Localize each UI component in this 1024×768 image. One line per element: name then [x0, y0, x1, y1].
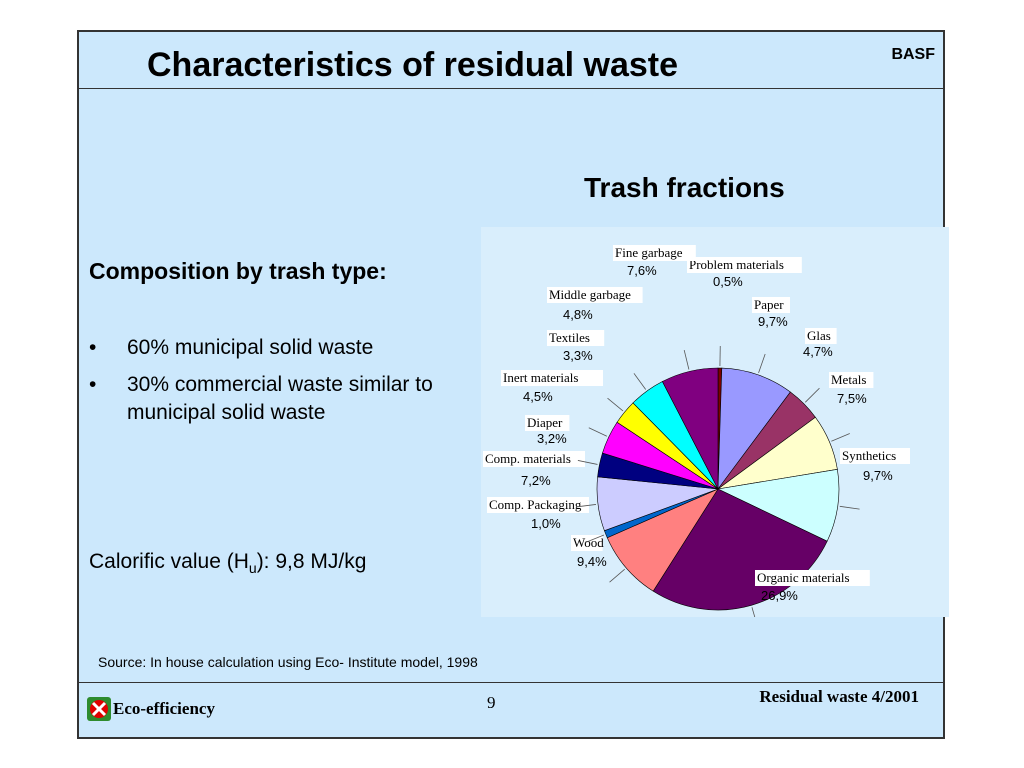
- slide-title: Characteristics of residual waste: [147, 46, 679, 84]
- slice-value-label: 4,5%: [523, 389, 553, 404]
- slice-name-label: Fine garbage: [615, 245, 683, 260]
- slice-value-label: 3,2%: [537, 431, 567, 446]
- title-bar: Characteristics of residual waste BASF: [79, 32, 943, 89]
- bullet-item: • 60% municipal solid waste: [89, 334, 509, 362]
- bullet-text: 30% commercial waste similar to municipa…: [127, 373, 433, 424]
- slice-value-label: 4,7%: [803, 344, 833, 359]
- calorific-suffix: ): 9,8 MJ/kg: [256, 550, 367, 573]
- calorific-subscript: u: [248, 560, 257, 577]
- footer-document-label: Residual waste 4/2001: [759, 687, 919, 706]
- slice-label-background: [805, 328, 837, 344]
- slice-label-background: [613, 245, 696, 261]
- leader-line: [831, 433, 850, 442]
- slice-value-label: 9,7%: [863, 468, 893, 483]
- slice-name-label: Comp. materials: [485, 451, 571, 466]
- leader-line: [609, 568, 625, 583]
- leader-line: [607, 397, 624, 412]
- slice-value-label: 9,4%: [577, 554, 607, 569]
- slice-name-label: Textiles: [549, 330, 590, 345]
- slice-label-background: [687, 257, 802, 273]
- slice-name-label: Diaper: [527, 415, 563, 430]
- leader-line: [758, 353, 766, 374]
- slice-value-label: 26,9%: [761, 588, 798, 603]
- slice-name-label: Inert materials: [503, 370, 578, 385]
- slice-label-background: [487, 497, 589, 513]
- slice-value-label: 1,0%: [531, 516, 561, 531]
- bullet-dot: •: [89, 373, 97, 396]
- slice-label-background: [501, 370, 603, 386]
- slice-name-label: Wood: [573, 535, 604, 550]
- slice-name-label: Middle garbage: [549, 287, 631, 302]
- slice-label-background: [547, 287, 643, 303]
- leader-line: [804, 387, 820, 403]
- leader-line: [577, 460, 598, 465]
- slice-name-label: Problem materials: [689, 257, 784, 272]
- slice-label-background: [752, 297, 790, 313]
- footer: Eco-efficiency 9 Residual waste 4/2001: [79, 682, 943, 737]
- source-note: Source: In house calculation using Eco- …: [98, 654, 478, 670]
- bullet-item: • 30% commercial waste similar to munici…: [89, 371, 509, 427]
- leader-line: [585, 534, 605, 543]
- eco-efficiency-label: Eco-efficiency: [113, 699, 215, 718]
- slice-label-background: [829, 372, 874, 388]
- leader-line: [751, 607, 756, 617]
- bullet-dot: •: [89, 336, 97, 359]
- leader-line: [839, 505, 860, 510]
- chart-title: Trash fractions: [584, 172, 785, 203]
- slice-value-label: 9,7%: [758, 314, 788, 329]
- pie-slice: [661, 367, 719, 490]
- bullet-text: 60% municipal solid waste: [127, 336, 374, 359]
- calorific-prefix: Calorific value (H: [89, 550, 249, 573]
- basf-logo: BASF: [891, 46, 935, 63]
- slice-value-label: 0,5%: [713, 274, 743, 289]
- slide: Characteristics of residual waste BASF T…: [77, 30, 949, 739]
- slice-name-label: Paper: [754, 297, 784, 312]
- leader-line: [576, 504, 597, 508]
- pie-slice: [717, 468, 840, 542]
- slice-label-background: [755, 570, 870, 586]
- slice-value-label: 3,3%: [563, 348, 593, 363]
- slice-name-label: Organic materials: [757, 570, 850, 585]
- leader-line: [588, 427, 608, 437]
- calorific-value: Calorific value (Hu): 9,8 MJ/kg: [89, 550, 366, 576]
- pie-slice: [717, 367, 791, 490]
- slice-label-background: [483, 451, 585, 467]
- leader-line: [633, 373, 647, 390]
- slice-label-background: [547, 330, 605, 346]
- slice-label-background: [840, 448, 910, 464]
- composition-heading: Composition by trash type:: [89, 258, 387, 284]
- leader-line: [683, 349, 690, 370]
- slice-name-label: Metals: [831, 372, 866, 387]
- slice-label-background: [525, 415, 570, 431]
- slice-name-label: Comp. Packaging: [489, 497, 582, 512]
- pie-chart: Problem materials 0,5% Paper 9,7% Glas 4,7% Me…: [481, 227, 949, 617]
- eco-efficiency-logo-icon: [87, 697, 111, 721]
- page-number: 9: [487, 693, 496, 712]
- slice-value-label: 7,6%: [627, 263, 657, 278]
- slice-value-label: 7,5%: [837, 391, 867, 406]
- slice-value-label: 7,2%: [521, 473, 551, 488]
- slice-name-label: Synthetics: [842, 448, 896, 463]
- slice-value-label: 4,8%: [563, 307, 593, 322]
- slice-name-label: Glas: [807, 328, 831, 343]
